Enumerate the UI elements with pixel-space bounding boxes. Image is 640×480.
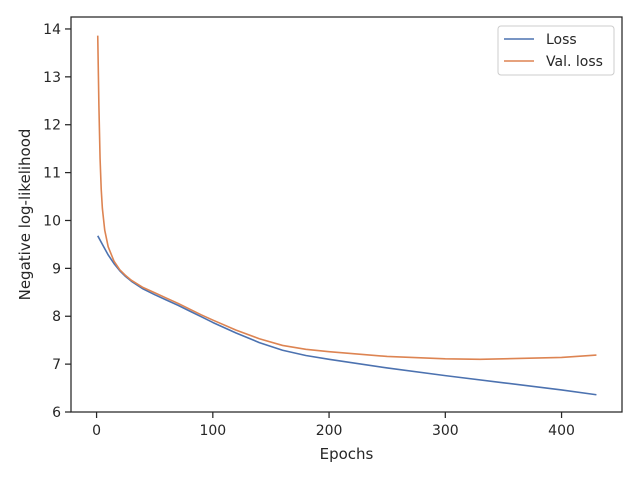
y-axis-label: Negative log-likelihood xyxy=(16,129,34,301)
series-line-val-loss xyxy=(96,35,597,361)
y-tick-label: 8 xyxy=(52,309,61,325)
x-axis-label: Epochs xyxy=(320,445,374,463)
y-tick-label: 14 xyxy=(43,22,61,38)
plot-frame xyxy=(70,16,623,413)
chart-marks xyxy=(96,35,597,396)
legend-label-val-loss: Val. loss xyxy=(546,54,603,70)
legend: Loss Val. loss xyxy=(497,25,615,76)
y-tick-label: 7 xyxy=(52,357,61,373)
x-axis: 0 100 200 300 400 xyxy=(92,412,575,439)
y-tick-label: 9 xyxy=(52,261,61,277)
legend-label-loss: Loss xyxy=(546,32,577,48)
y-tick-label: 11 xyxy=(43,166,61,182)
x-tick-label: 300 xyxy=(432,423,459,439)
y-tick-label: 6 xyxy=(52,405,61,421)
x-tick-label: 100 xyxy=(199,423,226,439)
y-tick-label: 13 xyxy=(43,70,61,86)
series-line-loss xyxy=(97,235,597,396)
x-tick-label: 0 xyxy=(92,423,101,439)
y-axis: 6 7 8 9 10 11 12 13 14 xyxy=(43,22,71,421)
x-tick-label: 400 xyxy=(548,423,575,439)
y-tick-label: 10 xyxy=(43,213,61,229)
x-tick-label: 200 xyxy=(316,423,343,439)
y-tick-label: 12 xyxy=(43,118,61,134)
